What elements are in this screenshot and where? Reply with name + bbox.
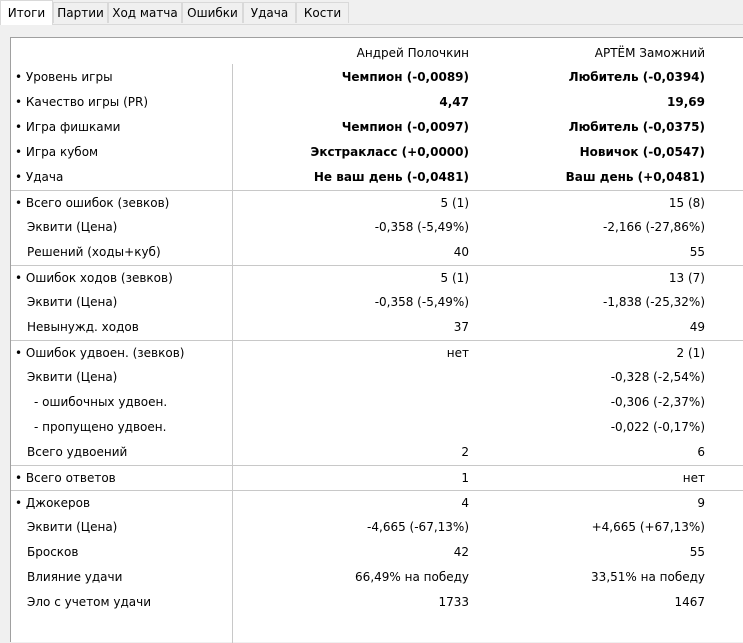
player2-value: 9 (697, 496, 705, 510)
table-row: Решений (ходы+куб) 40 55 (11, 240, 743, 265)
player1-value: Чемпион (-0,0089) (341, 70, 469, 84)
player1-value (233, 365, 469, 390)
player2-value: -2,166 (-27,86%) (603, 220, 705, 234)
table-row: • Всего ошибок (зевков) 5 (1) 15 (8) (11, 190, 743, 215)
row-label: • Качество игры (PR) (15, 95, 149, 109)
table-row: • Уровень игры Чемпион (-0,0089) Любитель … (11, 65, 743, 90)
player2-value: 15 (8) (668, 196, 705, 210)
player2-value: Любитель (-0,0394) (568, 70, 705, 84)
tab-match-progress[interactable]: Ход матча (108, 2, 182, 23)
stats-table: Андрей Полочкин АРТЁМ Заможний • Уровень… (10, 37, 743, 643)
player2-value: 13 (7) (668, 271, 705, 285)
table-row: • Качество игры (PR) 4,47 19,69 (11, 90, 743, 115)
player2-value: 55 (689, 245, 705, 259)
player2-value: -1,838 (-25,32%) (603, 295, 705, 309)
row-label: Бросков (27, 545, 79, 559)
row-label: • Удача (15, 170, 64, 184)
row-label: • Игра фишками (15, 120, 121, 134)
table-row: • Ошибок удвоен. (зевков) нет 2 (1) (11, 340, 743, 365)
player1-value: 42 (453, 545, 469, 559)
player1-value: Не ваш день (-0,0481) (313, 170, 469, 184)
player1-value: -4,665 (-67,13%) (367, 520, 469, 534)
column-divider (232, 64, 233, 643)
player2-value: -0,328 (-2,54%) (610, 370, 705, 384)
table-row: Эквити (Цена) -0,328 (-2,54%) (11, 365, 743, 390)
player2-value: 19,69 (667, 95, 705, 109)
table-row: • Ошибок ходов (зевков) 5 (1) 13 (7) (11, 265, 743, 290)
table-row: Эквити (Цена) -4,665 (-67,13%) +4,665 (+67… (11, 515, 743, 540)
player1-header: Андрей Полочкин (356, 46, 469, 60)
player1-value: 40 (453, 245, 469, 259)
tab-bar: Итоги Партии Ход матча Ошибки Удача Кост… (0, 0, 743, 25)
row-label: - ошибочных удвоен. (34, 395, 168, 409)
player1-value: 66,49% на победу (355, 570, 469, 584)
table-row: Влияние удачи 66,49% на победу 33,51% на п… (11, 565, 743, 590)
player1-value: 1733 (438, 595, 469, 609)
row-label: • Игра кубом (15, 145, 99, 159)
player2-value: 49 (689, 320, 705, 334)
table-row: Эло с учетом удачи 1733 1467 (11, 590, 743, 615)
player2-value: -0,306 (-2,37%) (610, 395, 705, 409)
player2-value: Любитель (-0,0375) (568, 120, 705, 134)
table-row: Невынужд. ходов 37 49 (11, 315, 743, 340)
player1-value: 2 (461, 445, 469, 459)
table-row: Бросков 42 55 (11, 540, 743, 565)
row-label: • Ошибок ходов (зевков) (15, 271, 173, 285)
row-label: - пропущено удвоен. (34, 420, 167, 434)
player2-value: 6 (697, 445, 705, 459)
player2-value: 33,51% на победу (591, 570, 705, 584)
player1-value (233, 390, 469, 415)
player1-value: нет (446, 346, 469, 360)
tab-luck[interactable]: Удача (243, 2, 296, 23)
player1-value: 5 (1) (440, 196, 469, 210)
player1-value (233, 415, 469, 440)
player1-value: -0,358 (-5,49%) (374, 220, 469, 234)
row-label: • Джокеров (15, 496, 91, 510)
player2-value: -0,022 (-0,17%) (610, 420, 705, 434)
table-row: • Игра фишками Чемпион (-0,0097) Любитель … (11, 115, 743, 140)
table-row: • Всего ответов 1 нет (11, 465, 743, 490)
table-row: - пропущено удвоен. -0,022 (-0,17%) (11, 415, 743, 440)
row-label: Эло с учетом удачи (27, 595, 152, 609)
row-label: Всего удвоений (27, 445, 128, 459)
table-row: Эквити (Цена) -0,358 (-5,49%) -2,166 (-27,… (11, 215, 743, 240)
player2-header: АРТЁМ Заможний (594, 46, 705, 60)
player2-value: +4,665 (+67,13%) (591, 520, 705, 534)
row-label: Эквити (Цена) (27, 370, 118, 384)
row-label: • Всего ошибок (зевков) (15, 196, 170, 210)
table-row: Эквити (Цена) -0,358 (-5,49%) -1,838 (-25,… (11, 290, 743, 315)
tab-summary[interactable]: Итоги (0, 0, 53, 25)
row-label: • Ошибок удвоен. (зевков) (15, 346, 185, 360)
player1-value: 4 (461, 496, 469, 510)
row-label: Решений (ходы+куб) (27, 245, 161, 259)
row-label: Влияние удачи (27, 570, 123, 584)
player1-value: Чемпион (-0,0097) (341, 120, 469, 134)
tab-dice[interactable]: Кости (296, 2, 349, 23)
player1-value: 1 (461, 471, 469, 485)
player2-value: 55 (689, 545, 705, 559)
player1-value: Экстракласс (+0,0000) (310, 145, 469, 159)
table-row: • Игра кубом Экстракласс (+0,0000) Новичок… (11, 140, 743, 165)
player2-value: 2 (1) (676, 346, 705, 360)
player2-value: нет (682, 471, 705, 485)
row-label: • Всего ответов (15, 471, 116, 485)
tab-games[interactable]: Партии (53, 2, 108, 23)
player1-value: 5 (1) (440, 271, 469, 285)
row-label: Эквити (Цена) (27, 295, 118, 309)
table-row: - ошибочных удвоен. -0,306 (-2,37%) (11, 390, 743, 415)
row-label: • Уровень игры (15, 70, 113, 84)
table-row: • Удача Не ваш день (-0,0481) Ваш день (+0… (11, 165, 743, 190)
tab-errors[interactable]: Ошибки (182, 2, 243, 23)
row-label: Эквити (Цена) (27, 220, 118, 234)
player1-value: -0,358 (-5,49%) (374, 295, 469, 309)
player2-value: 1467 (674, 595, 705, 609)
player1-value: 37 (453, 320, 469, 334)
row-label: Эквити (Цена) (27, 520, 118, 534)
table-row: Всего удвоений 2 6 (11, 440, 743, 465)
player1-value: 4,47 (439, 95, 469, 109)
table-row: • Джокеров 4 9 (11, 490, 743, 515)
row-label: Невынужд. ходов (27, 320, 139, 334)
player2-value: Новичок (-0,0547) (579, 145, 705, 159)
player2-value: Ваш день (+0,0481) (565, 170, 705, 184)
